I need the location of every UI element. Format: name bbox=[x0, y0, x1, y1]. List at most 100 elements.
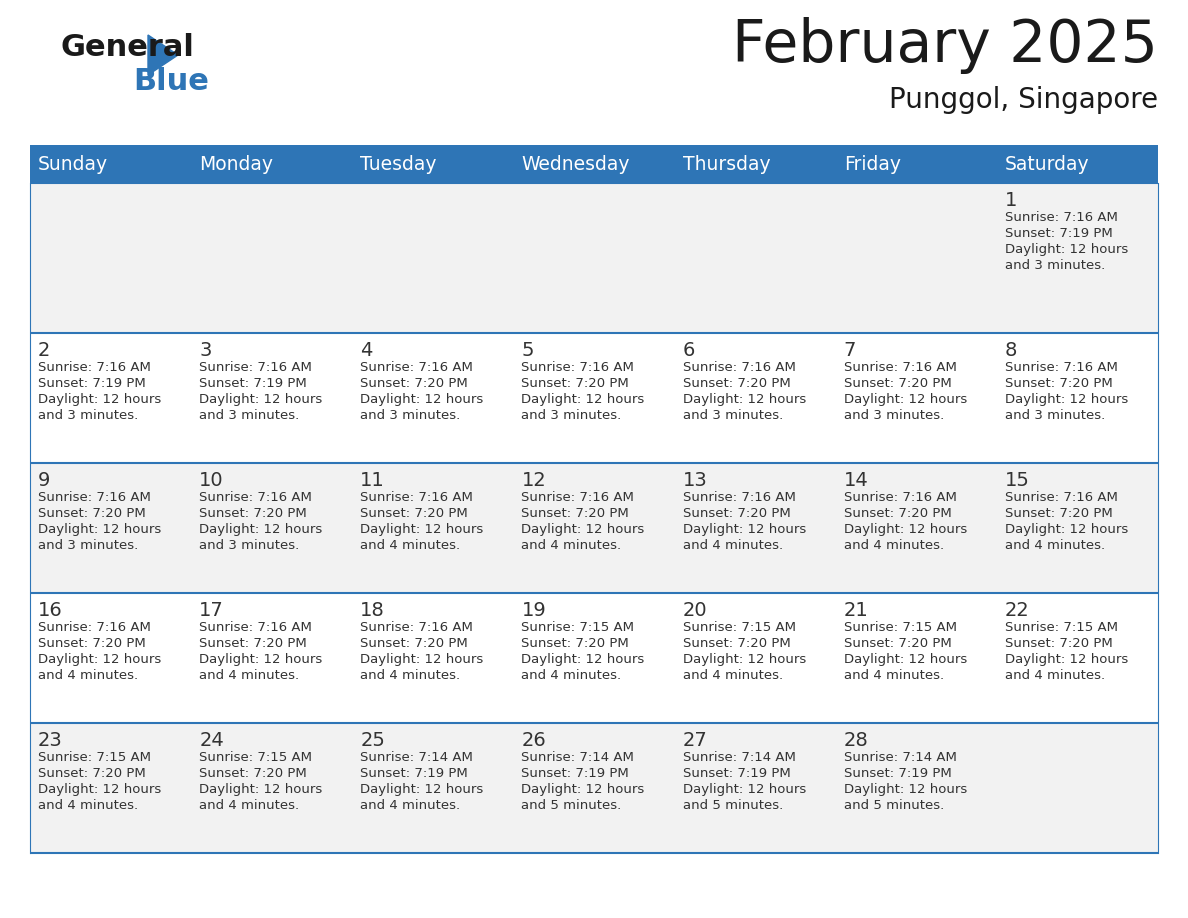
Text: 5: 5 bbox=[522, 341, 533, 360]
Text: Sunset: 7:20 PM: Sunset: 7:20 PM bbox=[360, 637, 468, 650]
Text: Sunrise: 7:16 AM: Sunrise: 7:16 AM bbox=[843, 491, 956, 504]
Text: Sunrise: 7:14 AM: Sunrise: 7:14 AM bbox=[360, 751, 473, 764]
Bar bbox=[835, 463, 997, 593]
Text: Daylight: 12 hours: Daylight: 12 hours bbox=[360, 653, 484, 666]
Bar bbox=[835, 723, 997, 853]
Text: Sunrise: 7:15 AM: Sunrise: 7:15 AM bbox=[843, 621, 956, 634]
Bar bbox=[30, 145, 1158, 183]
Text: and 3 minutes.: and 3 minutes. bbox=[522, 409, 621, 422]
Text: Daylight: 12 hours: Daylight: 12 hours bbox=[38, 393, 162, 406]
Text: Sunset: 7:19 PM: Sunset: 7:19 PM bbox=[843, 767, 952, 780]
Text: 8: 8 bbox=[1005, 341, 1017, 360]
Text: Daylight: 12 hours: Daylight: 12 hours bbox=[522, 523, 645, 536]
Text: and 4 minutes.: and 4 minutes. bbox=[843, 539, 943, 552]
Text: Sunset: 7:20 PM: Sunset: 7:20 PM bbox=[683, 637, 790, 650]
Text: Sunrise: 7:16 AM: Sunrise: 7:16 AM bbox=[1005, 211, 1118, 224]
Text: Sunrise: 7:15 AM: Sunrise: 7:15 AM bbox=[522, 621, 634, 634]
Text: and 4 minutes.: and 4 minutes. bbox=[38, 799, 138, 812]
Text: and 4 minutes.: and 4 minutes. bbox=[683, 539, 783, 552]
Bar bbox=[997, 333, 1158, 463]
Text: Daylight: 12 hours: Daylight: 12 hours bbox=[38, 523, 162, 536]
Text: Sunrise: 7:16 AM: Sunrise: 7:16 AM bbox=[200, 361, 312, 374]
Text: Sunrise: 7:14 AM: Sunrise: 7:14 AM bbox=[843, 751, 956, 764]
Text: and 4 minutes.: and 4 minutes. bbox=[522, 669, 621, 682]
Text: Daylight: 12 hours: Daylight: 12 hours bbox=[200, 393, 322, 406]
Text: Sunrise: 7:14 AM: Sunrise: 7:14 AM bbox=[683, 751, 796, 764]
Text: 7: 7 bbox=[843, 341, 857, 360]
Text: Daylight: 12 hours: Daylight: 12 hours bbox=[1005, 653, 1129, 666]
Text: and 5 minutes.: and 5 minutes. bbox=[522, 799, 621, 812]
Text: 1: 1 bbox=[1005, 191, 1017, 210]
Bar bbox=[675, 723, 835, 853]
Text: Sunrise: 7:16 AM: Sunrise: 7:16 AM bbox=[522, 361, 634, 374]
Text: Blue: Blue bbox=[133, 68, 209, 96]
Text: Sunset: 7:20 PM: Sunset: 7:20 PM bbox=[522, 507, 630, 520]
Text: and 4 minutes.: and 4 minutes. bbox=[522, 539, 621, 552]
Text: Sunset: 7:19 PM: Sunset: 7:19 PM bbox=[1005, 227, 1113, 240]
Text: Wednesday: Wednesday bbox=[522, 154, 630, 174]
Text: Sunset: 7:20 PM: Sunset: 7:20 PM bbox=[38, 767, 146, 780]
Bar bbox=[675, 593, 835, 723]
Text: and 4 minutes.: and 4 minutes. bbox=[360, 669, 461, 682]
Text: General: General bbox=[61, 33, 194, 62]
Text: Sunrise: 7:16 AM: Sunrise: 7:16 AM bbox=[683, 491, 796, 504]
Text: Daylight: 12 hours: Daylight: 12 hours bbox=[522, 393, 645, 406]
Text: and 3 minutes.: and 3 minutes. bbox=[38, 539, 138, 552]
Text: and 3 minutes.: and 3 minutes. bbox=[1005, 409, 1105, 422]
Text: Sunset: 7:20 PM: Sunset: 7:20 PM bbox=[843, 377, 952, 390]
Bar bbox=[30, 463, 191, 593]
Bar bbox=[353, 183, 513, 333]
Bar bbox=[353, 593, 513, 723]
Text: 22: 22 bbox=[1005, 601, 1030, 620]
Bar bbox=[675, 463, 835, 593]
Text: 26: 26 bbox=[522, 731, 546, 750]
Text: Sunset: 7:20 PM: Sunset: 7:20 PM bbox=[360, 377, 468, 390]
Text: Monday: Monday bbox=[200, 154, 273, 174]
Text: Sunset: 7:20 PM: Sunset: 7:20 PM bbox=[522, 637, 630, 650]
Text: 3: 3 bbox=[200, 341, 211, 360]
Bar bbox=[513, 183, 675, 333]
Text: Daylight: 12 hours: Daylight: 12 hours bbox=[1005, 393, 1129, 406]
Text: Sunset: 7:19 PM: Sunset: 7:19 PM bbox=[38, 377, 146, 390]
Text: Sunrise: 7:16 AM: Sunrise: 7:16 AM bbox=[200, 491, 312, 504]
Bar bbox=[997, 183, 1158, 333]
Text: Sunset: 7:20 PM: Sunset: 7:20 PM bbox=[683, 507, 790, 520]
Text: and 4 minutes.: and 4 minutes. bbox=[843, 669, 943, 682]
Text: 14: 14 bbox=[843, 471, 868, 490]
Text: Sunset: 7:20 PM: Sunset: 7:20 PM bbox=[843, 637, 952, 650]
Text: Sunset: 7:19 PM: Sunset: 7:19 PM bbox=[200, 377, 307, 390]
Text: Daylight: 12 hours: Daylight: 12 hours bbox=[683, 393, 805, 406]
Text: Sunset: 7:20 PM: Sunset: 7:20 PM bbox=[1005, 507, 1113, 520]
Bar bbox=[30, 183, 191, 333]
Text: Sunrise: 7:16 AM: Sunrise: 7:16 AM bbox=[360, 621, 473, 634]
Bar bbox=[997, 463, 1158, 593]
Bar bbox=[513, 463, 675, 593]
Text: Sunrise: 7:16 AM: Sunrise: 7:16 AM bbox=[1005, 491, 1118, 504]
Text: 2: 2 bbox=[38, 341, 50, 360]
Text: Sunrise: 7:15 AM: Sunrise: 7:15 AM bbox=[200, 751, 312, 764]
Text: 4: 4 bbox=[360, 341, 373, 360]
Text: Sunset: 7:20 PM: Sunset: 7:20 PM bbox=[522, 377, 630, 390]
Text: and 3 minutes.: and 3 minutes. bbox=[843, 409, 944, 422]
Text: Daylight: 12 hours: Daylight: 12 hours bbox=[200, 783, 322, 796]
Bar bbox=[191, 723, 353, 853]
Text: Daylight: 12 hours: Daylight: 12 hours bbox=[38, 783, 162, 796]
Text: Sunrise: 7:16 AM: Sunrise: 7:16 AM bbox=[1005, 361, 1118, 374]
Text: Sunrise: 7:15 AM: Sunrise: 7:15 AM bbox=[683, 621, 796, 634]
Bar bbox=[353, 463, 513, 593]
Text: and 3 minutes.: and 3 minutes. bbox=[38, 409, 138, 422]
Text: Sunset: 7:20 PM: Sunset: 7:20 PM bbox=[200, 507, 307, 520]
Bar bbox=[353, 333, 513, 463]
Text: 28: 28 bbox=[843, 731, 868, 750]
Text: February 2025: February 2025 bbox=[732, 17, 1158, 73]
Text: Sunset: 7:19 PM: Sunset: 7:19 PM bbox=[522, 767, 630, 780]
Text: 19: 19 bbox=[522, 601, 546, 620]
Text: Daylight: 12 hours: Daylight: 12 hours bbox=[843, 783, 967, 796]
Text: Daylight: 12 hours: Daylight: 12 hours bbox=[200, 653, 322, 666]
Text: Daylight: 12 hours: Daylight: 12 hours bbox=[1005, 243, 1129, 256]
Text: 25: 25 bbox=[360, 731, 385, 750]
Text: Sunrise: 7:16 AM: Sunrise: 7:16 AM bbox=[522, 491, 634, 504]
Text: 15: 15 bbox=[1005, 471, 1030, 490]
Bar bbox=[30, 333, 191, 463]
Text: Sunset: 7:20 PM: Sunset: 7:20 PM bbox=[683, 377, 790, 390]
